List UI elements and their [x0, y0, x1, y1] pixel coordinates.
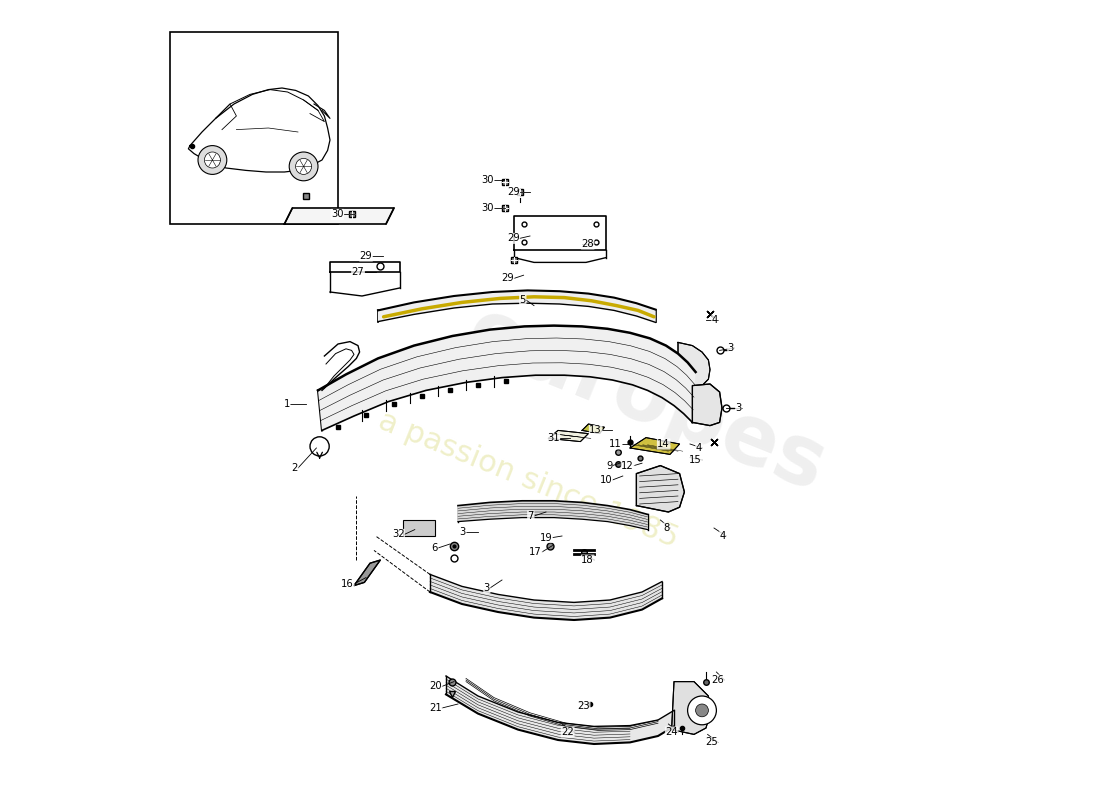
Text: 24: 24 — [666, 727, 678, 737]
Circle shape — [296, 158, 311, 174]
Text: 29: 29 — [360, 251, 373, 261]
Text: 14: 14 — [658, 439, 670, 449]
Text: 8: 8 — [663, 523, 670, 533]
Polygon shape — [430, 574, 662, 620]
Circle shape — [695, 704, 708, 717]
Text: 29: 29 — [507, 234, 519, 243]
Text: 26: 26 — [712, 675, 725, 685]
Text: 10: 10 — [600, 475, 613, 485]
Bar — [170, 32, 338, 224]
Polygon shape — [637, 466, 684, 512]
Text: 30: 30 — [482, 175, 494, 185]
Polygon shape — [378, 290, 656, 322]
Polygon shape — [549, 430, 588, 442]
Text: 5: 5 — [519, 295, 526, 305]
Text: 6: 6 — [431, 543, 438, 553]
Text: 25: 25 — [705, 738, 718, 747]
Text: 31: 31 — [547, 434, 560, 443]
Text: 30: 30 — [331, 210, 343, 219]
Text: 20: 20 — [429, 682, 442, 691]
Text: 30: 30 — [482, 203, 494, 213]
Text: 7: 7 — [528, 511, 534, 521]
Text: 3: 3 — [484, 583, 490, 593]
Circle shape — [289, 152, 318, 181]
Text: 22: 22 — [561, 727, 574, 737]
Text: 3: 3 — [460, 527, 466, 537]
Circle shape — [205, 152, 220, 168]
Polygon shape — [318, 326, 695, 430]
Text: 9: 9 — [606, 461, 613, 470]
Text: 13: 13 — [590, 426, 602, 435]
Text: 1: 1 — [284, 399, 290, 409]
Text: a passion since 1985: a passion since 1985 — [374, 406, 683, 554]
Circle shape — [310, 437, 329, 456]
Text: 21: 21 — [429, 703, 442, 713]
Text: 4: 4 — [695, 443, 702, 453]
Polygon shape — [446, 676, 674, 744]
Text: 16: 16 — [341, 579, 354, 589]
Text: europes: europes — [454, 291, 837, 509]
Text: 23: 23 — [578, 701, 590, 710]
Text: 27: 27 — [352, 267, 364, 277]
Text: 4: 4 — [712, 315, 718, 325]
Text: 12: 12 — [621, 461, 634, 470]
Polygon shape — [678, 342, 710, 388]
Polygon shape — [285, 208, 394, 224]
Text: 28: 28 — [582, 239, 594, 249]
Polygon shape — [630, 438, 680, 454]
Circle shape — [688, 696, 716, 725]
Text: 29: 29 — [507, 187, 519, 197]
Text: 19: 19 — [540, 533, 552, 542]
Text: 4: 4 — [719, 531, 726, 541]
Circle shape — [198, 146, 227, 174]
Text: 18: 18 — [582, 555, 594, 565]
Text: 3: 3 — [728, 343, 734, 353]
Polygon shape — [672, 682, 710, 734]
Text: 3: 3 — [736, 403, 743, 413]
Text: 17: 17 — [529, 547, 542, 557]
Polygon shape — [458, 501, 648, 530]
Polygon shape — [582, 424, 604, 434]
Text: 2: 2 — [292, 463, 298, 473]
Text: 11: 11 — [609, 439, 622, 449]
Text: 29: 29 — [502, 274, 514, 283]
Polygon shape — [692, 384, 722, 426]
Text: 32: 32 — [392, 530, 405, 539]
Bar — [403, 520, 434, 536]
Polygon shape — [354, 560, 381, 586]
Text: 15: 15 — [690, 455, 702, 465]
